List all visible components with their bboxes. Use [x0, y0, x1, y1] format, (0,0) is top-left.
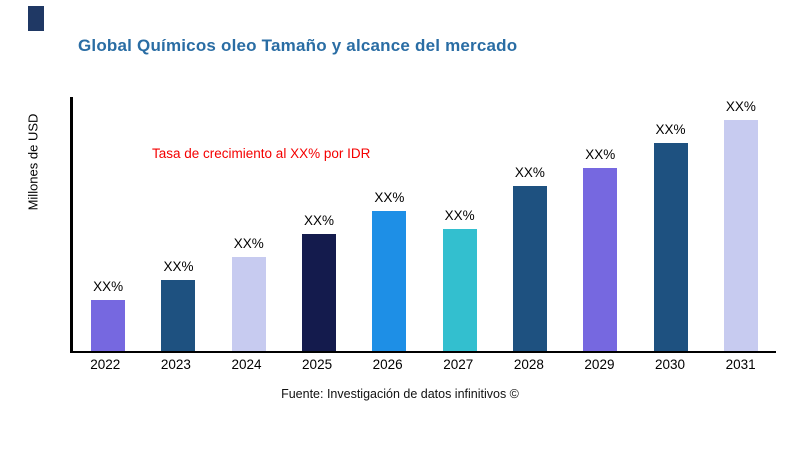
bar	[653, 142, 688, 351]
bar	[372, 211, 407, 351]
bar-group: XX%	[635, 97, 705, 351]
x-axis-tick-label: 2028	[513, 357, 544, 372]
x-axis-tick-label: 2027	[443, 357, 474, 372]
bar-group: XX%	[354, 97, 424, 351]
y-axis-label: Millones de USD	[25, 113, 41, 211]
bar-group: XX%	[214, 97, 284, 351]
bar-value-label: XX%	[585, 147, 616, 163]
brand-logo	[28, 6, 44, 31]
x-axis-tick-label: 2029	[584, 357, 615, 372]
x-axis-tick-label: 2025	[302, 357, 333, 372]
bar-value-label: XX%	[444, 208, 475, 224]
bar-value-label: XX%	[374, 190, 405, 206]
source-attribution: Fuente: Investigación de datos infinitiv…	[281, 387, 519, 401]
bar-value-label: XX%	[233, 236, 264, 252]
bar-value-label: XX%	[514, 164, 545, 180]
bar-group: XX%	[495, 97, 565, 351]
bar	[91, 300, 126, 351]
x-axis-tick-label: 2023	[160, 357, 191, 372]
x-axis-tick-label: 2024	[231, 357, 262, 372]
bar-group: XX%	[143, 97, 213, 351]
bar-group: XX%	[284, 97, 354, 351]
x-axis-tick-label: 2026	[372, 357, 403, 372]
bar-value-label: XX%	[725, 98, 756, 114]
x-axis-tick-label: 2031	[725, 357, 756, 372]
bar-value-label: XX%	[655, 121, 686, 137]
bar	[231, 257, 266, 351]
bar	[161, 279, 196, 351]
x-axis-tick-label: 2022	[90, 357, 121, 372]
chart-title: Global Químicos oleo Tamaño y alcance de…	[78, 36, 518, 55]
x-axis-tick-label: 2030	[655, 357, 686, 372]
bar-value-label: XX%	[93, 279, 124, 295]
growth-rate-annotation: Tasa de crecimiento al XX% por IDR	[152, 146, 371, 161]
x-axis-ticks: 2022 2023 2024 2025 2026 2027 2028 2029 2030 2031	[70, 357, 776, 372]
bar-value-label: XX%	[304, 213, 335, 229]
bar	[583, 168, 618, 351]
bar-value-label: XX%	[163, 258, 194, 274]
bar-group: XX%	[565, 97, 635, 351]
bar	[302, 234, 337, 351]
bar	[512, 185, 547, 351]
bar-group: XX%	[73, 97, 143, 351]
plot-area: XX% XX% XX% XX% XX% XX% XX% XX% XX% XX%	[70, 97, 776, 353]
bar-group: XX%	[706, 97, 776, 351]
bar-group: XX%	[424, 97, 494, 351]
bar	[723, 119, 758, 351]
bar	[442, 229, 477, 351]
